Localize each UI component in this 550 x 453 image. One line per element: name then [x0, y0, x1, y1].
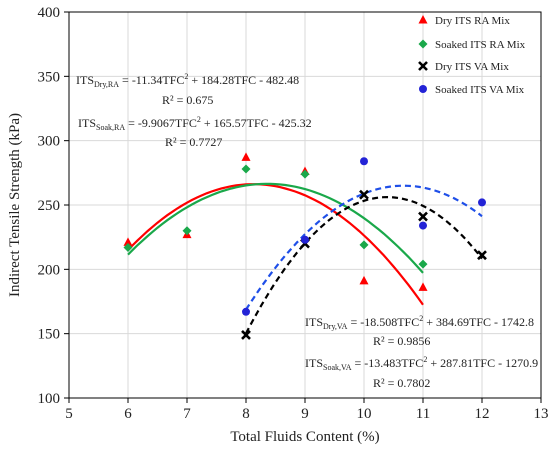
x-axis-ticks: 5 6 7 8 9 10 11 12 13	[65, 398, 549, 422]
x-tick-label: 5	[65, 406, 73, 422]
x-tick-label: 6	[124, 406, 132, 422]
equation-tail: + 165.57TFC - 425.32	[201, 116, 312, 130]
data-point-series-2	[359, 189, 369, 200]
equation-superscript: 2	[419, 314, 423, 323]
cross-stroke	[241, 330, 251, 340]
data-point-series-0	[241, 152, 251, 161]
data-point-series-3	[242, 307, 250, 316]
grid-lines	[68, 11, 542, 399]
x-tick-label: 8	[242, 406, 250, 422]
y-tick-label: 100	[38, 391, 61, 407]
data-point-series-3	[478, 198, 486, 207]
equation-body: = -11.34TFC	[119, 73, 184, 87]
y-tick-label: 350	[38, 69, 61, 85]
y-tick-label: 300	[38, 134, 61, 150]
r-squared-0: R² = 0.675	[162, 93, 213, 107]
trend-line-series-2	[245, 195, 483, 334]
equation-prefix: ITS	[305, 356, 323, 370]
data-point-series-0	[418, 282, 428, 291]
equation-prefix: ITS	[76, 73, 94, 87]
r-squared-2: R² = 0.9856	[373, 334, 430, 348]
data-point-series-3	[419, 221, 427, 230]
legend-marker-series-1	[418, 39, 428, 49]
y-tick-label: 200	[38, 262, 61, 278]
trend-line-series-1	[127, 182, 424, 274]
x-tick-label: 13	[534, 406, 549, 422]
x-tick-label: 12	[475, 406, 490, 422]
legend-marker-series-3	[419, 85, 427, 93]
cross-stroke	[418, 61, 428, 71]
data-point-series-1	[418, 259, 428, 269]
equation-subscript: Soak,VA	[323, 363, 352, 372]
data-point-series-3	[360, 157, 368, 166]
x-tick-label: 10	[357, 406, 372, 422]
equation-body: = -18.508TFC	[347, 315, 419, 329]
x-tick-label: 11	[416, 406, 430, 422]
equation-3: ITSSoak,VA = -13.483TFC2 + 287.81TFC - 1…	[305, 355, 538, 372]
cross-stroke	[477, 250, 487, 261]
equation-body: = -13.483TFC	[352, 356, 424, 370]
x-axis-label: Total Fluids Content (%)	[230, 429, 379, 445]
data-point-series-0	[123, 237, 133, 246]
data-point-series-3	[301, 235, 309, 244]
equation-superscript: 2	[423, 355, 427, 364]
equation-subscript: Dry,VA	[323, 322, 348, 331]
equation-subscript: Dry,RA	[94, 80, 119, 89]
legend-label-series-1: Soaked ITS RA Mix	[435, 39, 526, 51]
equation-body: = -9.9067TFC	[125, 116, 197, 130]
x-tick-label: 7	[183, 406, 191, 422]
equation-superscript: 2	[184, 72, 188, 81]
legend: Dry ITS RA Mix Soaked ITS RA Mix Dry ITS V…	[418, 15, 526, 96]
legend-marker-series-2	[418, 61, 428, 71]
data-points	[123, 152, 487, 340]
data-point-series-2	[418, 211, 428, 222]
equation-tail: + 184.28TFC - 482.48	[188, 73, 299, 87]
data-point-series-1	[123, 242, 133, 252]
legend-label-series-2: Dry ITS VA Mix	[435, 61, 509, 73]
data-point-series-1	[182, 226, 192, 236]
data-point-series-1	[241, 164, 251, 174]
x-tick-label: 9	[301, 406, 309, 422]
trend-line-series-0	[127, 183, 424, 306]
y-tick-label: 250	[38, 198, 61, 214]
equation-tail: + 384.69TFC - 1742.8	[423, 315, 534, 329]
data-point-series-2	[241, 330, 251, 340]
r-squared-1: R² = 0.7727	[165, 135, 222, 149]
equation-prefix: ITS	[305, 315, 323, 329]
equation-prefix: ITS	[78, 116, 96, 130]
data-point-series-1	[300, 169, 310, 179]
data-point-series-1	[359, 240, 369, 250]
cross-stroke	[359, 189, 369, 200]
data-point-series-0	[359, 275, 369, 285]
y-axis-ticks: 100 150 200 250 300 350 400	[38, 5, 69, 407]
equation-subscript: Soak,RA	[96, 123, 125, 132]
cross-stroke	[418, 211, 428, 222]
data-point-series-2	[477, 250, 487, 261]
equation-0: ITSDry,RA = -11.34TFC2 + 184.28TFC - 482…	[76, 72, 299, 89]
equation-1: ITSSoak,RA = -9.9067TFC2 + 165.57TFC - 4…	[78, 115, 312, 132]
equation-tail: + 287.81TFC - 1270.9	[427, 356, 538, 370]
legend-marker-series-0	[418, 15, 428, 24]
y-tick-label: 150	[38, 327, 61, 343]
equation-superscript: 2	[197, 115, 201, 124]
r-squared-3: R² = 0.7802	[373, 376, 430, 390]
equation-annotations: ITSDry,RA = -11.34TFC2 + 184.28TFC - 482…	[76, 72, 538, 390]
y-axis-label: Indirect Tensile Strength (kPa)	[7, 113, 23, 297]
legend-label-series-0: Dry ITS RA Mix	[435, 15, 510, 27]
legend-label-series-3: Soaked ITS VA Mix	[435, 84, 525, 96]
trend-lines	[127, 182, 483, 334]
y-tick-label: 400	[38, 5, 61, 21]
equation-2: ITSDry,VA = -18.508TFC2 + 384.69TFC - 17…	[305, 314, 534, 331]
